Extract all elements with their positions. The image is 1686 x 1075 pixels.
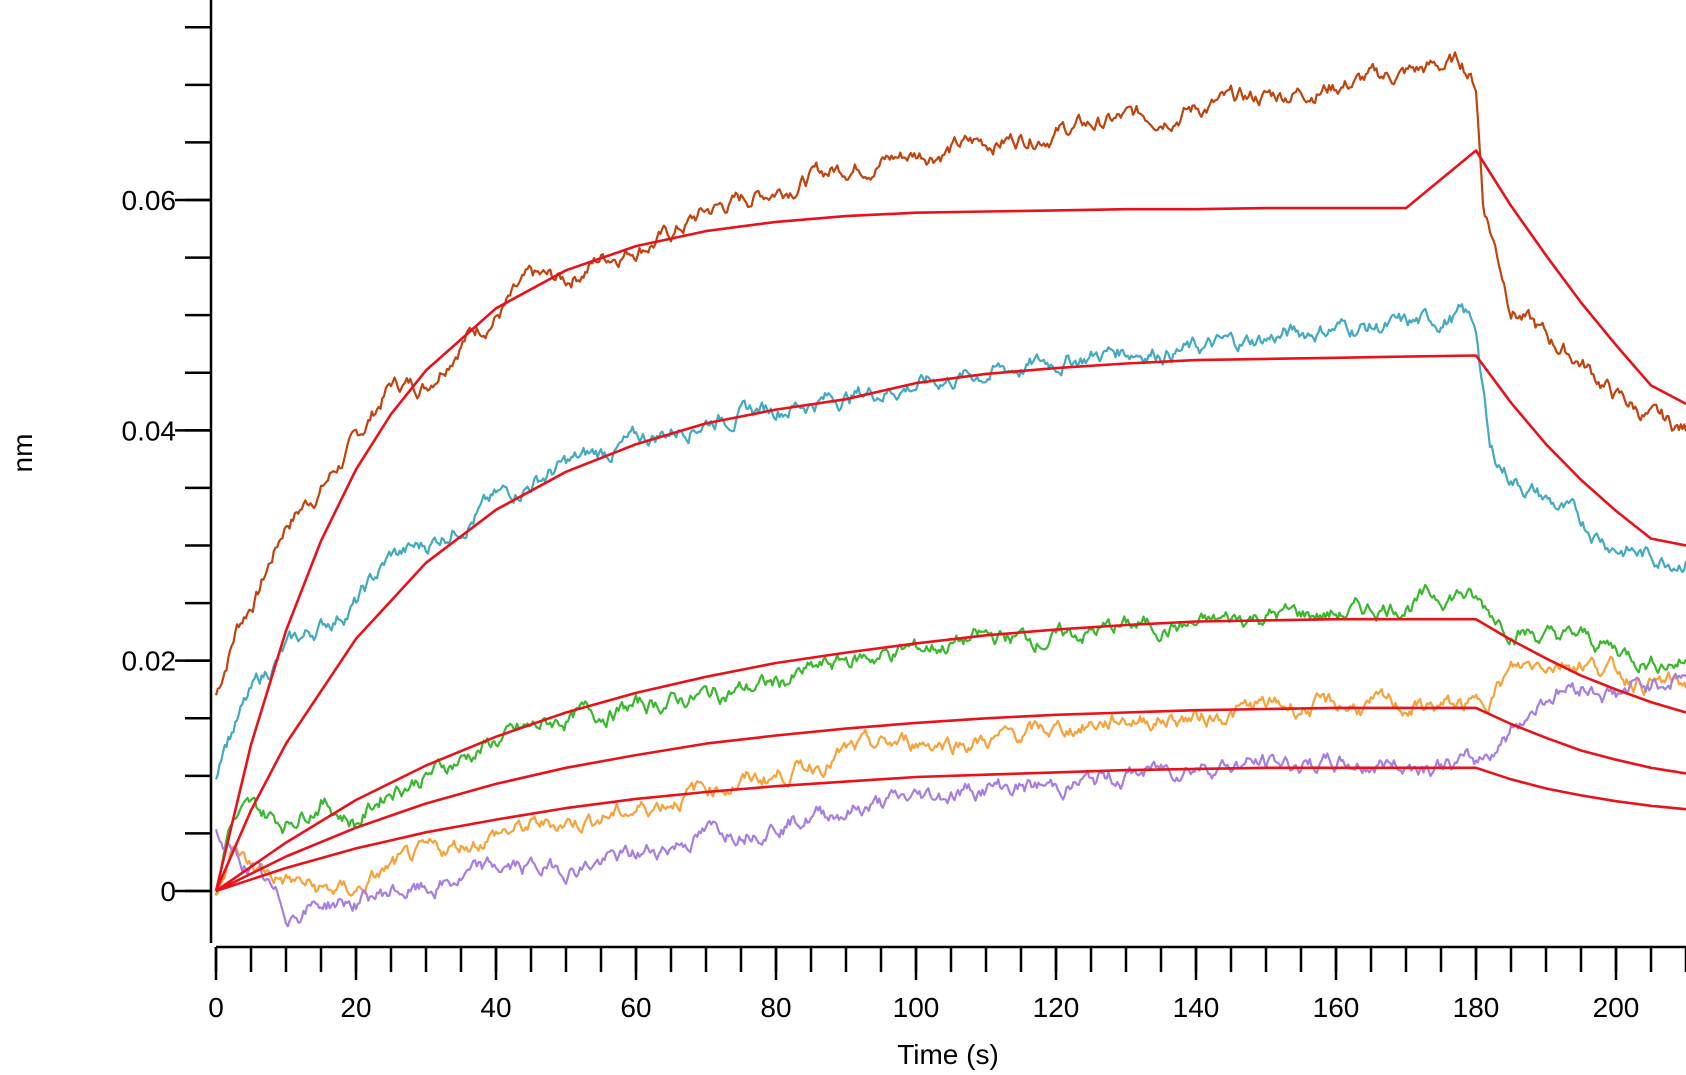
sensor-trace-2: [214, 303, 1686, 780]
sensor-trace-4: [215, 655, 1686, 897]
x-tick-label: 100: [893, 992, 940, 1023]
x-tick-label: 40: [480, 992, 511, 1023]
y-tick-label: 0.04: [122, 415, 177, 446]
x-tick-label: 80: [760, 992, 791, 1023]
sensor-trace-3: [214, 583, 1686, 896]
x-tick-label: 200: [1593, 992, 1640, 1023]
fit-curve-3: [215, 617, 1686, 893]
x-tick-label: 20: [340, 992, 371, 1023]
y-axis-title: nm: [7, 434, 38, 473]
y-tick-label: 0.06: [122, 185, 177, 216]
y-tick-label: 0: [160, 876, 176, 907]
sensor-trace-1: [214, 51, 1686, 696]
x-axis-title: Time (s): [897, 1039, 999, 1070]
fit-curves: [214, 149, 1686, 893]
fit-curve-2: [214, 354, 1686, 892]
x-tick-label: 0: [208, 992, 224, 1023]
x-tick-label: 160: [1313, 992, 1360, 1023]
fit-curve-5: [215, 766, 1686, 893]
fit-curve-4: [215, 706, 1686, 893]
axes: 0 0.02 0.04 0.06 0 20 40 60 80 100 120 140 160 180 200: [122, 0, 1686, 1023]
fit-curve-1: [214, 149, 1686, 892]
x-tick-label: 60: [620, 992, 651, 1023]
x-tick-label: 120: [1033, 992, 1080, 1023]
sensor-traces: [214, 51, 1686, 928]
y-tick-label: 0.02: [122, 646, 177, 677]
sensor-trace-5: [214, 672, 1686, 928]
x-tick-label: 140: [1173, 992, 1220, 1023]
x-tick-label: 180: [1453, 992, 1500, 1023]
